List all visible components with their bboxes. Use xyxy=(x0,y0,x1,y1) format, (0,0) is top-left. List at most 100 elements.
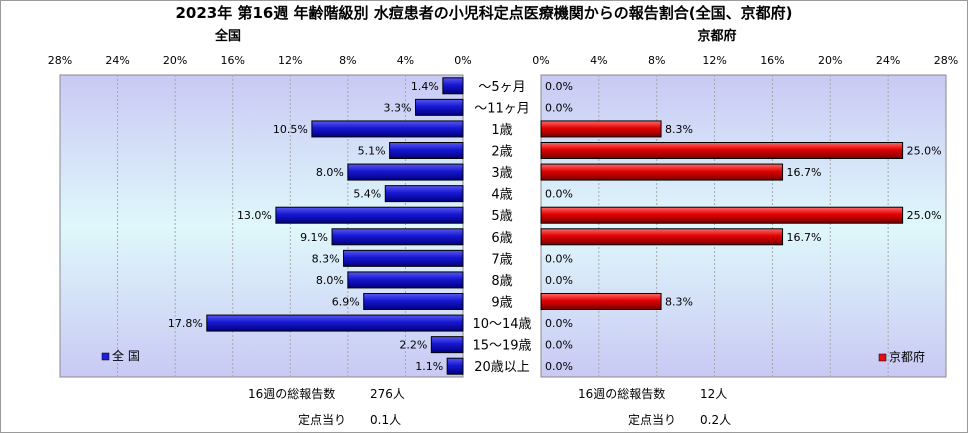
tick-label-nationwide: 12% xyxy=(278,54,302,67)
data-label-kyoto: 25.0% xyxy=(907,209,942,222)
category-label: 4歳 xyxy=(491,188,512,203)
data-label-nationwide: 8.0% xyxy=(316,274,344,287)
bar-nationwide xyxy=(363,293,464,310)
category-label: 10～14歳 xyxy=(472,317,531,332)
bar-kyoto xyxy=(540,163,784,181)
category-label: 2歳 xyxy=(491,145,512,160)
data-label-nationwide: 17.8% xyxy=(168,317,203,330)
category-label: 9歳 xyxy=(491,296,512,311)
tick-label-nationwide: 4% xyxy=(397,54,414,67)
tick-label-kyoto: 0% xyxy=(532,54,549,67)
legend-swatch-nationwide xyxy=(101,352,110,361)
legend-nationwide: 全 国 xyxy=(101,348,140,363)
footer-total-value-nationwide: 276人 xyxy=(370,387,405,401)
data-label-nationwide: 8.0% xyxy=(316,166,344,179)
bar-nationwide xyxy=(331,228,464,246)
category-label: ～11ヶ月 xyxy=(474,101,530,116)
footer-total-value-kyoto: 12人 xyxy=(700,387,727,401)
panel-kyoto: 京都府 0% 4% 8% 12% 16% 20% 24% 28% 0.0% 0.0% 8.3% 25… xyxy=(532,28,958,427)
data-label-nationwide: 1.1% xyxy=(415,360,443,373)
bar-kyoto xyxy=(540,228,784,246)
bar-nationwide xyxy=(430,336,464,354)
tick-label-nationwide: 20% xyxy=(163,54,187,67)
legend-kyoto: 京都府 xyxy=(878,349,925,364)
data-label-nationwide: 2.2% xyxy=(399,339,427,352)
category-label: 3歳 xyxy=(491,166,512,181)
bar-nationwide xyxy=(389,142,464,159)
bar-kyoto xyxy=(540,120,662,138)
data-label-nationwide: 5.1% xyxy=(358,145,386,158)
footer-per-label-nationwide: 定点当り xyxy=(298,412,346,427)
tick-label-nationwide: 0% xyxy=(454,54,471,67)
bar-nationwide xyxy=(384,185,464,203)
tick-label-kyoto: 20% xyxy=(818,54,842,67)
category-label: 7歳 xyxy=(491,252,512,267)
data-label-kyoto: 0.0% xyxy=(545,252,573,265)
data-label-kyoto: 25.0% xyxy=(907,145,942,158)
footer-kyoto: 16週の総報告数 12人 定点当り 0.2人 xyxy=(578,386,731,427)
tick-label-kyoto: 12% xyxy=(702,54,726,67)
data-label-nationwide: 1.4% xyxy=(411,80,439,93)
category-label: ～5ヶ月 xyxy=(478,80,525,95)
data-label-nationwide: 9.1% xyxy=(300,231,328,244)
category-label: 20歳以上 xyxy=(474,360,530,375)
bar-nationwide xyxy=(415,98,464,116)
data-label-kyoto: 0.0% xyxy=(545,101,573,114)
data-label-nationwide: 10.5% xyxy=(273,123,308,136)
bar-nationwide xyxy=(311,120,464,138)
data-label-kyoto: 16.7% xyxy=(787,166,822,179)
footer-nationwide: 16週の総報告数 276人 定点当り 0.1人 xyxy=(248,386,405,427)
data-label-kyoto: 0.0% xyxy=(545,188,573,201)
legend-swatch-kyoto xyxy=(878,353,887,362)
legend-label-kyoto: 京都府 xyxy=(889,349,925,364)
bar-nationwide xyxy=(442,77,464,95)
category-label: 1歳 xyxy=(491,123,512,138)
tick-label-kyoto: 16% xyxy=(760,54,784,67)
data-label-kyoto: 0.0% xyxy=(545,339,573,352)
data-label-kyoto: 0.0% xyxy=(545,274,573,287)
data-label-nationwide: 8.3% xyxy=(312,252,340,265)
panel-title-nationwide: 全国 xyxy=(214,28,241,44)
plot-area-kyoto xyxy=(540,74,947,378)
tick-label-nationwide: 24% xyxy=(105,54,129,67)
data-label-nationwide: 13.0% xyxy=(237,209,272,222)
tick-label-kyoto: 8% xyxy=(648,54,665,67)
footer-per-value-kyoto: 0.2人 xyxy=(700,413,731,427)
tick-label-kyoto: 4% xyxy=(590,54,607,67)
footer-per-value-nationwide: 0.1人 xyxy=(370,413,401,427)
data-label-kyoto: 0.0% xyxy=(545,360,573,373)
category-label: 8歳 xyxy=(491,274,512,289)
tick-label-kyoto: 24% xyxy=(876,54,900,67)
tick-label-nationwide: 8% xyxy=(339,54,356,67)
bar-nationwide xyxy=(347,271,464,289)
data-label-kyoto: 16.7% xyxy=(787,231,822,244)
data-label-kyoto: 8.3% xyxy=(665,123,693,136)
bar-kyoto xyxy=(540,206,904,224)
bar-nationwide xyxy=(206,314,464,332)
bar-nationwide xyxy=(347,163,464,181)
bar-nationwide xyxy=(343,249,464,267)
data-label-kyoto: 0.0% xyxy=(545,317,573,330)
category-label: 6歳 xyxy=(491,231,512,246)
tick-label-nationwide: 16% xyxy=(220,54,244,67)
bar-kyoto xyxy=(540,293,662,310)
bar-kyoto xyxy=(540,142,904,159)
panel-title-kyoto: 京都府 xyxy=(697,28,736,44)
plot-area-nationwide xyxy=(59,74,464,378)
bar-nationwide xyxy=(275,206,464,224)
category-label: 15～19歳 xyxy=(472,339,531,354)
category-label: 5歳 xyxy=(491,209,512,224)
footer-total-label-nationwide: 16週の総報告数 xyxy=(248,386,335,401)
footer-per-label-kyoto: 定点当り xyxy=(628,412,676,427)
category-labels: ～5ヶ月 ～11ヶ月 1歳 2歳 3歳 4歳 5歳 6歳 7歳 8歳 9歳 10～14歳 15～19歳 2… xyxy=(472,80,531,375)
data-label-nationwide: 3.3% xyxy=(384,101,412,114)
tick-label-kyoto: 28% xyxy=(934,54,958,67)
bar-nationwide xyxy=(446,357,464,375)
panel-nationwide: 全国 0% 4% 8% 12% 16% 20% 24% 28% 1.4% 3.3% 10.5% 5.… xyxy=(48,28,472,427)
data-label-kyoto: 0.0% xyxy=(545,80,573,93)
footer-total-label-kyoto: 16週の総報告数 xyxy=(578,386,665,401)
tick-label-nationwide: 28% xyxy=(48,54,72,67)
chart-title: 2023年 第16週 年齢階級別 水痘患者の小児科定点医療機関からの報告割合(全… xyxy=(175,4,792,22)
data-label-kyoto: 8.3% xyxy=(665,296,693,309)
